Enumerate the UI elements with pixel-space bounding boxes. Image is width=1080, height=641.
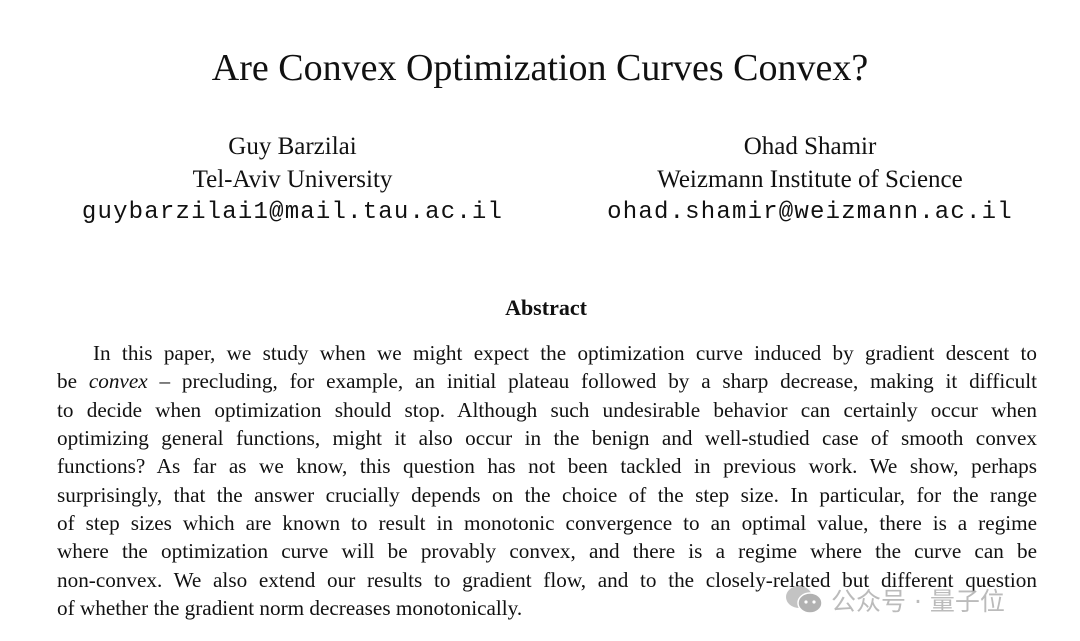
abstract-line: of step sizes which are known to result …	[57, 511, 1037, 536]
author-email: ohad.shamir@weizmann.ac.il	[607, 199, 1013, 226]
paper-title: Are Convex Optimization Curves Convex?	[211, 47, 869, 89]
abstract-line: be convex – precluding, for example, an …	[57, 367, 1037, 395]
abstract-line: functions? As far as we know, this quest…	[57, 454, 1037, 479]
abstract-heading: Abstract	[505, 295, 587, 320]
emphasis: convex	[88, 369, 148, 394]
author-block-2: Ohad Shamir Weizmann Institute of Scienc…	[560, 130, 1060, 229]
abstract-body: In this paper, we study when we might ex…	[57, 339, 1037, 622]
author-affiliation: Weizmann Institute of Science	[657, 166, 963, 193]
text: be	[57, 369, 89, 394]
abstract-line: optimizing general functions, might it a…	[57, 426, 1037, 451]
wechat-icon	[786, 586, 823, 614]
author-name: Guy Barzilai	[228, 133, 357, 160]
abstract-line: of whether the gradient norm decreases m…	[57, 596, 523, 621]
author-email: guybarzilai1@mail.tau.ac.il	[81, 199, 504, 226]
abstract-line: non-convex. We also extend our results t…	[57, 567, 1037, 592]
watermark: 公众号 · 量子位	[785, 582, 1005, 618]
watermark-text: 公众号 · 量子位	[831, 587, 1005, 616]
text: – precluding, for example, an initial pl…	[147, 369, 1037, 394]
abstract-line: In this paper, we study when we might ex…	[93, 341, 1037, 365]
abstract-line: to decide when optimization should stop.…	[57, 397, 1037, 422]
author-block-1: Guy Barzilai Tel-Aviv University guybarz…	[40, 130, 545, 229]
author-affiliation: Tel-Aviv University	[192, 166, 393, 193]
abstract-line: where the optimization curve will be pro…	[57, 539, 1037, 564]
abstract-line: surprisingly, that the answer crucially …	[57, 482, 1037, 507]
author-name: Ohad Shamir	[743, 133, 877, 160]
